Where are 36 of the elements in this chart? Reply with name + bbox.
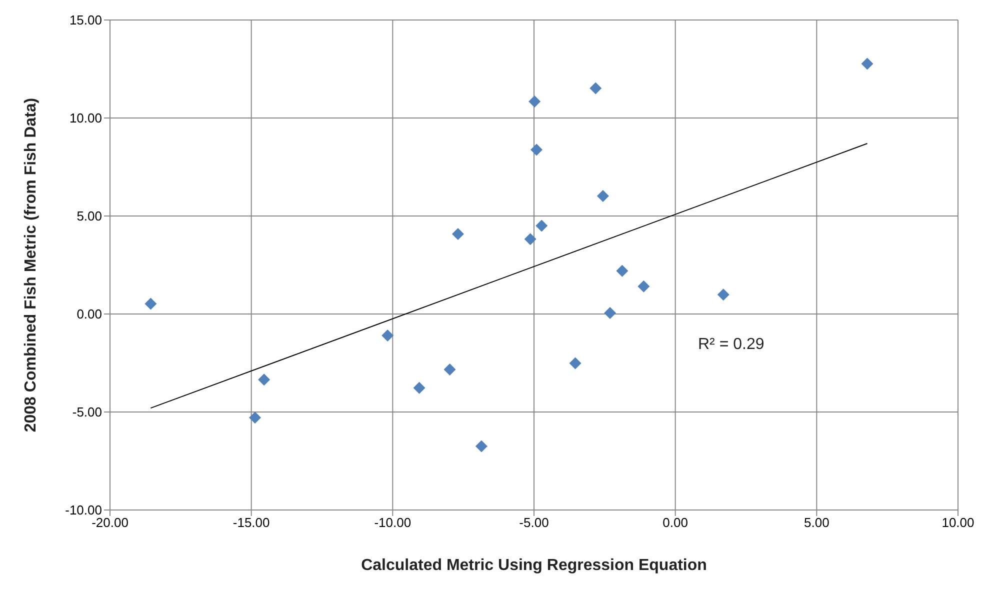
point xyxy=(717,288,730,301)
y-tick-label: 15.00 xyxy=(69,12,102,28)
point xyxy=(382,330,394,342)
point xyxy=(475,440,488,452)
y-tick-label: 10.00 xyxy=(69,110,102,126)
x-tick-label: 5.00 xyxy=(804,515,830,530)
point xyxy=(616,264,628,277)
y-tick-label: -10.00 xyxy=(65,502,102,518)
point xyxy=(413,382,426,394)
x-tick-label: -5.00 xyxy=(519,515,549,530)
point xyxy=(596,190,609,202)
y-tick-label: 5.00 xyxy=(76,208,102,224)
point xyxy=(530,144,543,156)
point xyxy=(590,82,602,94)
point xyxy=(861,58,874,70)
point xyxy=(604,307,616,320)
x-axis-title: Calculated Metric Using Regression Equation xyxy=(361,557,707,574)
y-axis-title: 2008 Combined Fish Metric (from Fish Data) xyxy=(22,98,40,432)
point xyxy=(249,412,262,424)
y-tick-label: 0.00 xyxy=(76,306,102,322)
point xyxy=(536,220,548,232)
x-tick-label: -15.00 xyxy=(232,515,270,530)
y-tick-label: -5.00 xyxy=(72,404,102,420)
x-tick-label: -10.00 xyxy=(374,515,412,530)
x-tick-label: 10.00 xyxy=(942,515,974,530)
x-tick-label: -20.00 xyxy=(92,515,128,530)
point xyxy=(528,96,541,108)
point xyxy=(144,298,157,310)
point xyxy=(444,363,456,376)
point xyxy=(452,228,464,240)
annotation: R² = 0.29 xyxy=(698,336,764,354)
point xyxy=(258,374,270,386)
x-tick-label: 0.00 xyxy=(662,515,688,530)
point xyxy=(524,233,536,246)
point xyxy=(638,280,650,292)
point xyxy=(569,357,582,370)
